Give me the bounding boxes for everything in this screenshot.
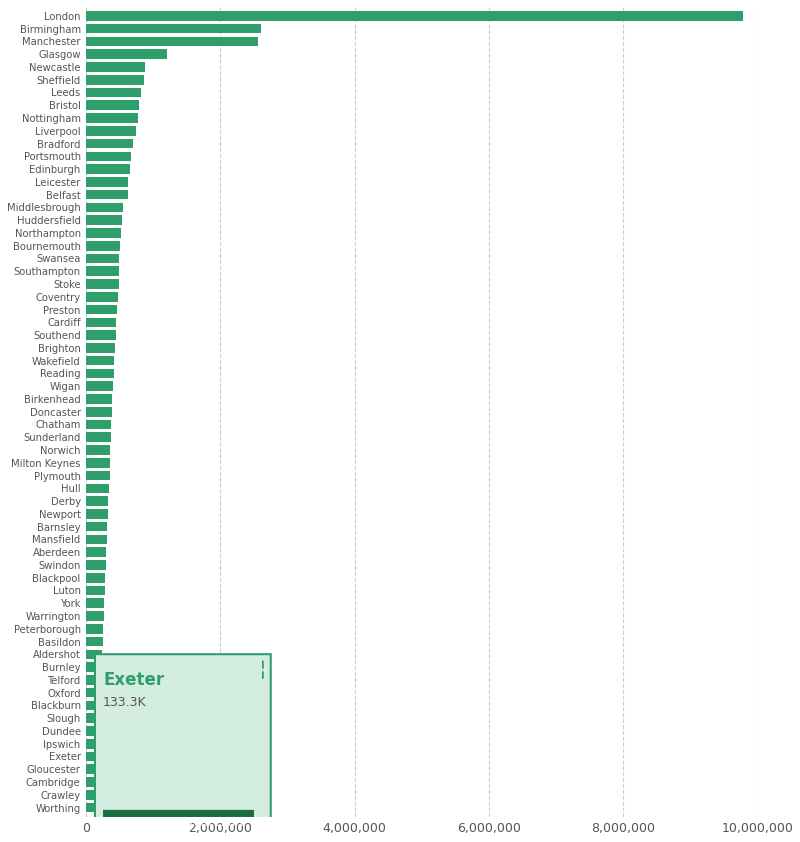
Bar: [86, 37, 258, 46]
Bar: [86, 139, 133, 148]
Bar: [86, 649, 102, 659]
Bar: [86, 535, 106, 544]
Bar: [86, 189, 128, 200]
Bar: [86, 292, 118, 301]
Text: Remove city from chart: Remove city from chart: [113, 818, 244, 828]
Bar: [86, 164, 130, 174]
Bar: [86, 216, 122, 225]
Text: Exeter: Exeter: [103, 671, 164, 689]
Bar: [86, 458, 110, 467]
Bar: [86, 599, 104, 608]
Bar: [86, 88, 142, 98]
Bar: [86, 675, 102, 685]
Bar: [86, 765, 98, 774]
Bar: [86, 11, 743, 21]
Bar: [86, 701, 101, 710]
Bar: [86, 483, 109, 493]
Text: ✕: ✕: [259, 665, 266, 674]
Bar: [86, 777, 98, 786]
Bar: [86, 356, 114, 365]
Bar: [86, 62, 145, 72]
Bar: [86, 381, 114, 391]
Bar: [86, 50, 167, 59]
Bar: [86, 241, 120, 251]
Bar: [86, 726, 99, 736]
Bar: [86, 228, 121, 237]
Bar: [86, 75, 144, 84]
Bar: [86, 496, 108, 506]
Text: 133.3K: 133.3K: [103, 696, 146, 709]
Bar: [86, 266, 119, 276]
Bar: [86, 790, 97, 800]
Bar: [86, 624, 103, 633]
Bar: [86, 419, 111, 429]
Bar: [86, 547, 106, 557]
Bar: [86, 152, 130, 161]
Bar: [86, 713, 100, 723]
Bar: [86, 586, 105, 595]
Bar: [86, 560, 106, 570]
Bar: [86, 394, 112, 404]
Bar: [86, 330, 116, 340]
Bar: [86, 471, 110, 480]
Bar: [86, 522, 107, 531]
Bar: [86, 177, 128, 187]
Bar: [86, 343, 115, 353]
Bar: [86, 203, 123, 212]
FancyBboxPatch shape: [103, 810, 254, 836]
Bar: [86, 739, 99, 749]
Bar: [86, 802, 97, 813]
Bar: [86, 369, 114, 378]
Bar: [86, 24, 261, 34]
Bar: [86, 113, 138, 123]
Bar: [86, 688, 101, 697]
Bar: [86, 305, 117, 314]
Bar: [86, 752, 95, 761]
Bar: [86, 280, 119, 289]
Bar: [86, 253, 119, 264]
Bar: [86, 509, 108, 519]
Bar: [86, 126, 136, 136]
Bar: [86, 663, 102, 672]
Bar: [86, 611, 104, 621]
Bar: [86, 433, 110, 442]
FancyBboxPatch shape: [95, 654, 270, 842]
Bar: [86, 100, 139, 110]
Bar: [86, 407, 112, 417]
Bar: [86, 573, 105, 583]
Bar: [86, 445, 110, 455]
Bar: [86, 637, 102, 647]
Bar: [86, 317, 117, 328]
